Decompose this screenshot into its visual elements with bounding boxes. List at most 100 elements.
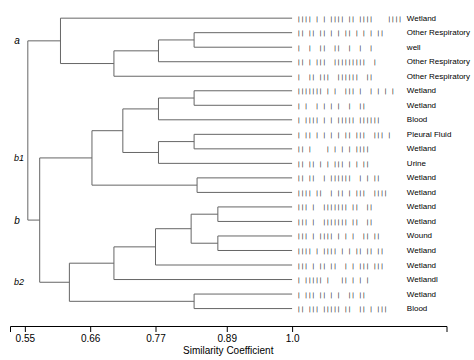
leaf-label: Blood	[407, 115, 427, 124]
branch-horizontal	[114, 76, 292, 77]
pfge-pattern: ||| | ||||||| || ||	[297, 203, 373, 211]
pfge-pattern: ||| | ||||||| || ||	[297, 218, 373, 226]
dendrogram	[28, 18, 292, 308]
branch-horizontal	[194, 134, 292, 135]
branch-horizontal	[114, 50, 159, 51]
pfge-pattern: | ||| || | | || ||	[297, 291, 366, 299]
leaf-label: Other Respiratory	[407, 28, 470, 37]
branch-horizontal	[194, 47, 292, 48]
branch-horizontal	[218, 206, 292, 207]
leaf-label: Wetland	[407, 14, 436, 23]
branch-horizontal	[194, 90, 292, 91]
branch-horizontal	[92, 185, 197, 186]
x-tick-mark	[90, 326, 91, 332]
leaf-label: Wetland	[407, 173, 436, 182]
branch-horizontal	[194, 294, 292, 295]
branch-horizontal	[158, 163, 292, 164]
x-axis-title: Similarity Coefficient	[183, 345, 274, 356]
branch-horizontal	[218, 235, 292, 236]
leaf-label: Wetland	[407, 246, 436, 255]
x-axis-line	[11, 327, 448, 333]
branch-horizontal	[40, 282, 70, 283]
x-tick-mark	[227, 326, 228, 332]
branch-horizontal	[194, 32, 292, 33]
pfge-pattern: || | | | | | ||||	[297, 145, 369, 153]
group-label: b1	[14, 153, 24, 163]
pfge-pattern: |||| || | || | ||| ||||	[297, 189, 387, 197]
branch-horizontal	[92, 130, 123, 131]
leaf-texts: |||| | | |||| || |||| |||| || || || | | |…	[297, 14, 470, 313]
branch-horizontal	[123, 108, 159, 109]
branch-horizontal	[60, 18, 292, 19]
branch-horizontal	[156, 228, 192, 229]
leaf-label: Blood	[407, 304, 427, 313]
group-label: a	[14, 35, 20, 46]
branch-horizontal	[114, 246, 156, 247]
branch-horizontal	[40, 157, 92, 158]
branch-horizontal	[194, 148, 292, 149]
leaf-label: Wetland	[407, 217, 436, 226]
branch-horizontal	[197, 177, 292, 178]
branch-horizontal	[218, 221, 292, 222]
x-tick: 1.0	[286, 326, 300, 344]
branch-horizontal	[158, 98, 194, 99]
branch-horizontal	[158, 61, 292, 62]
branch-horizontal	[60, 63, 113, 64]
branch-horizontal	[197, 192, 292, 193]
branch-horizontal	[194, 308, 292, 309]
branch-horizontal	[158, 141, 194, 142]
pfge-pattern: |||| | |||| | | || || ||	[297, 247, 384, 255]
x-tick: 0.77	[146, 326, 166, 344]
pfge-pattern: | || ||| |||||| ||	[297, 73, 373, 81]
branch-horizontal	[191, 243, 218, 244]
leaf-label: Other Respiratory	[407, 72, 470, 81]
x-tick-label: 1.0	[286, 333, 300, 344]
branch-horizontal	[69, 263, 114, 264]
pfge-pattern: ||| | || || | | ||| |||	[297, 262, 384, 270]
branch-horizontal	[158, 119, 292, 120]
x-tick: 0.66	[81, 326, 101, 344]
branch-horizontal	[156, 265, 293, 266]
x-tick-mark	[25, 326, 26, 332]
branch-horizontal	[69, 301, 194, 302]
group-label: b	[14, 215, 20, 226]
branch-horizontal	[123, 152, 159, 153]
x-tick: 0.89	[218, 326, 238, 344]
leaf-label: Urine	[407, 159, 427, 168]
branch-horizontal	[191, 214, 218, 215]
leaf-label: Wetland	[407, 261, 436, 270]
pfge-pattern: |||| | | |||| || |||| ||||	[297, 15, 402, 23]
pfge-pattern: || || || | | || | | | ||	[297, 29, 384, 37]
branch-horizontal	[218, 250, 292, 251]
pfge-pattern: | |||| | | ||||| ||||||	[297, 116, 380, 124]
x-axis: 0.55 0.66 0.77 0.89 1.0	[11, 326, 448, 344]
pfge-pattern: ||||||| | | ||| | | | | |	[297, 87, 395, 95]
leaf-label: Pleural Fluid	[407, 130, 451, 139]
leaf-label: Wetland	[407, 290, 436, 299]
leaf-label: Wetland	[407, 144, 436, 153]
branch-horizontal	[114, 279, 292, 280]
branch-horizontal	[194, 105, 292, 106]
pfge-pattern: || || | |||||| | | ||	[297, 174, 380, 182]
leaf-label: Wetland	[407, 86, 436, 95]
pfge-pattern: | ||||| | || | | |	[297, 276, 369, 284]
leaf-label: Wetland	[407, 188, 436, 197]
pfge-pattern: | | | | | | | ||	[297, 102, 366, 110]
leaf-label: Other Respiratory	[407, 57, 470, 66]
x-tick-label: 0.77	[146, 333, 166, 344]
leaf-label: Wetlandl	[407, 275, 438, 284]
leaf-label: Wetland	[407, 101, 436, 110]
pfge-pattern: || || | | ||| | | ||	[297, 160, 369, 168]
x-tick-mark	[292, 326, 293, 332]
x-tick-mark	[156, 326, 157, 332]
pfge-pattern: || | ||| ||||||||| |	[297, 58, 376, 66]
branch-horizontal	[28, 40, 61, 41]
branch-vertical	[27, 41, 28, 220]
pfge-pattern: | | || || | | |	[297, 44, 373, 52]
pfge-pattern: | || | | | | || ||| ||| |	[297, 131, 391, 139]
x-tick-label: 0.66	[81, 333, 101, 344]
group-labels: ab1b2b	[14, 35, 24, 287]
leaf-label: Wound	[407, 231, 432, 240]
pfge-pattern: || ||| ||||| || || | |||	[297, 305, 387, 313]
x-tick: 0.55	[16, 326, 36, 344]
